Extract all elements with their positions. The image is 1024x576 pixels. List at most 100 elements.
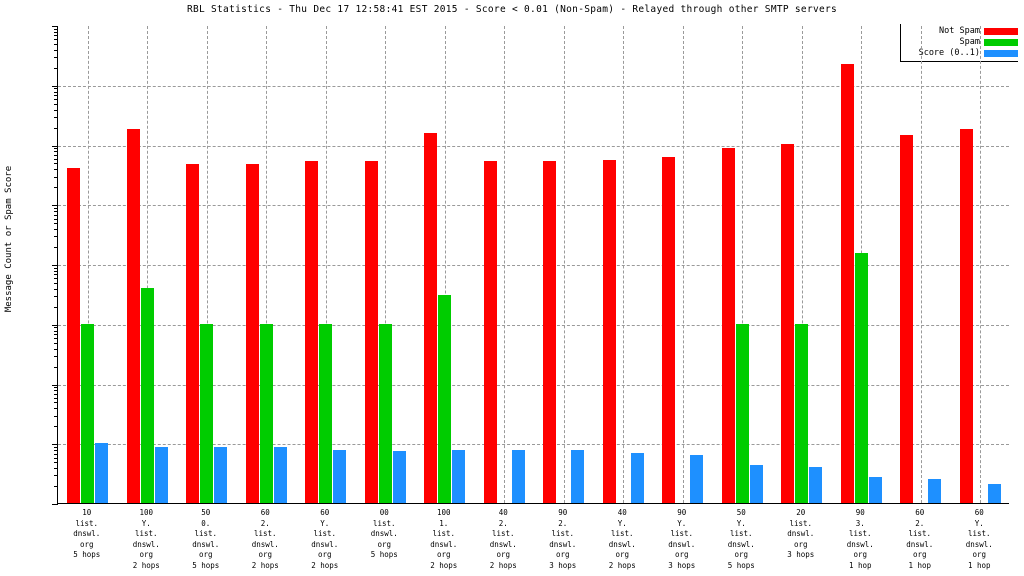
legend-swatch-not-spam: [984, 27, 1018, 35]
x-axis-label-line: dnswl.: [608, 539, 636, 549]
y-minor-tick: [54, 446, 58, 448]
x-axis-label: 50 0. list. dnswl. org 5 hops: [176, 508, 236, 571]
y-minor-tick: [54, 402, 58, 404]
bar-score: [630, 453, 644, 503]
y-minor-tick: [54, 462, 58, 464]
x-gridline: [444, 26, 446, 503]
bar-not-spam: [721, 148, 735, 503]
x-axis-label-line: list.: [967, 529, 991, 538]
x-gridline: [504, 26, 506, 503]
bar-not-spam: [662, 157, 676, 503]
x-axis-label-line: dnswl.: [132, 539, 160, 549]
y-minor-tick: [54, 116, 58, 118]
y-minor-tick: [54, 28, 58, 30]
y-tick: [52, 384, 58, 386]
x-axis-label-line: list.: [75, 518, 99, 528]
y-minor-tick: [54, 127, 58, 129]
x-axis-label-line: 1.: [439, 518, 449, 528]
bar-not-spam: [602, 159, 616, 503]
x-axis-label-line: dnswl.: [489, 539, 517, 549]
y-tick: [52, 26, 58, 27]
bar-not-spam: [186, 164, 200, 503]
y-minor-tick: [54, 176, 58, 178]
x-axis-label-line: dnswl.: [251, 539, 279, 549]
x-gridline: [206, 26, 208, 503]
x-gridline: [87, 26, 89, 503]
bar-not-spam: [245, 164, 259, 503]
bar-spam: [81, 323, 95, 503]
x-axis-label: 90 Y. list. dnswl. org 3 hops: [652, 508, 712, 571]
y-minor-tick: [54, 247, 58, 248]
x-axis-label-line: org: [436, 550, 451, 559]
y-minor-tick: [54, 338, 58, 339]
y-gridline: [58, 205, 1009, 207]
bar-score: [809, 467, 823, 503]
x-axis-label-line: list.: [848, 529, 872, 538]
x-axis-label-line: list.: [729, 529, 753, 538]
x-axis-label-line: dnswl.: [787, 529, 815, 538]
x-gridline: [980, 26, 982, 503]
x-axis-label-line: dnswl.: [549, 539, 577, 549]
bar-score: [95, 443, 109, 503]
x-axis-label-line: org: [912, 550, 927, 559]
x-axis-label-line: 2 hops: [311, 560, 339, 570]
y-minor-tick: [54, 103, 58, 105]
y-minor-tick: [54, 453, 58, 455]
y-minor-tick: [54, 267, 58, 269]
y-minor-tick: [54, 270, 58, 272]
y-minor-tick: [54, 154, 58, 156]
x-gridline: [623, 26, 625, 503]
legend-item-not-spam: Not Spam: [901, 26, 1018, 36]
y-minor-tick: [54, 169, 58, 171]
x-axis-label-line: 2.: [558, 518, 568, 528]
x-axis-label-line: 3 hops: [668, 560, 696, 570]
chart-title: RBL Statistics - Thu Dec 17 12:58:41 EST…: [186, 4, 838, 15]
x-axis-label-line: 90: [677, 508, 687, 517]
x-axis-label-line: 2.: [260, 518, 270, 528]
x-gridline: [147, 26, 149, 503]
y-minor-tick: [54, 35, 58, 37]
x-axis-label-line: org: [79, 539, 94, 549]
bar-score: [452, 450, 466, 503]
bar-spam: [140, 287, 154, 503]
y-tick: [52, 504, 58, 505]
x-axis-label-line: 60: [915, 508, 925, 517]
y-minor-tick: [54, 67, 58, 69]
bar-group: [364, 26, 406, 503]
x-axis-label-line: 3 hops: [549, 560, 577, 570]
bar-group: [543, 26, 585, 503]
y-tick: [52, 145, 58, 147]
x-axis-label-line: 00: [379, 508, 389, 517]
y-minor-tick: [54, 214, 58, 216]
bar-spam: [854, 253, 868, 503]
x-axis-label-line: 2 hops: [251, 560, 279, 570]
bar-spam: [735, 323, 749, 503]
y-minor-tick: [54, 348, 58, 350]
y-minor-tick: [54, 91, 58, 93]
bar-group: [305, 26, 347, 503]
x-axis-label-line: org: [674, 550, 689, 559]
y-minor-tick: [54, 306, 58, 308]
bar-group: [900, 26, 942, 503]
y-minor-tick: [54, 408, 58, 410]
y-minor-tick: [54, 450, 58, 452]
x-axis-label-line: org: [734, 550, 749, 559]
bar-score: [273, 447, 287, 503]
y-minor-tick: [54, 415, 58, 417]
x-axis-label-line: 2 hops: [132, 560, 160, 570]
bar-not-spam: [543, 160, 557, 503]
bar-spam: [259, 323, 273, 503]
x-axis-label: 60 2. list. dnswl. org 1 hop: [890, 508, 950, 571]
x-axis-label-line: list.: [491, 529, 515, 538]
x-axis-label-line: dnswl.: [430, 539, 458, 549]
y-minor-tick: [54, 288, 58, 290]
y-minor-tick: [54, 109, 58, 111]
y-minor-tick: [54, 148, 58, 150]
bar-score: [749, 464, 763, 503]
y-minor-tick: [54, 218, 58, 220]
x-axis-label: 00 list. dnswl. org 5 hops: [355, 508, 415, 561]
x-axis-label-line: 1 hop: [967, 560, 991, 570]
x-axis-label: 20 list. dnswl. org 3 hops: [771, 508, 831, 561]
x-axis-label-line: dnswl.: [727, 539, 755, 549]
bar-group: [424, 26, 466, 503]
